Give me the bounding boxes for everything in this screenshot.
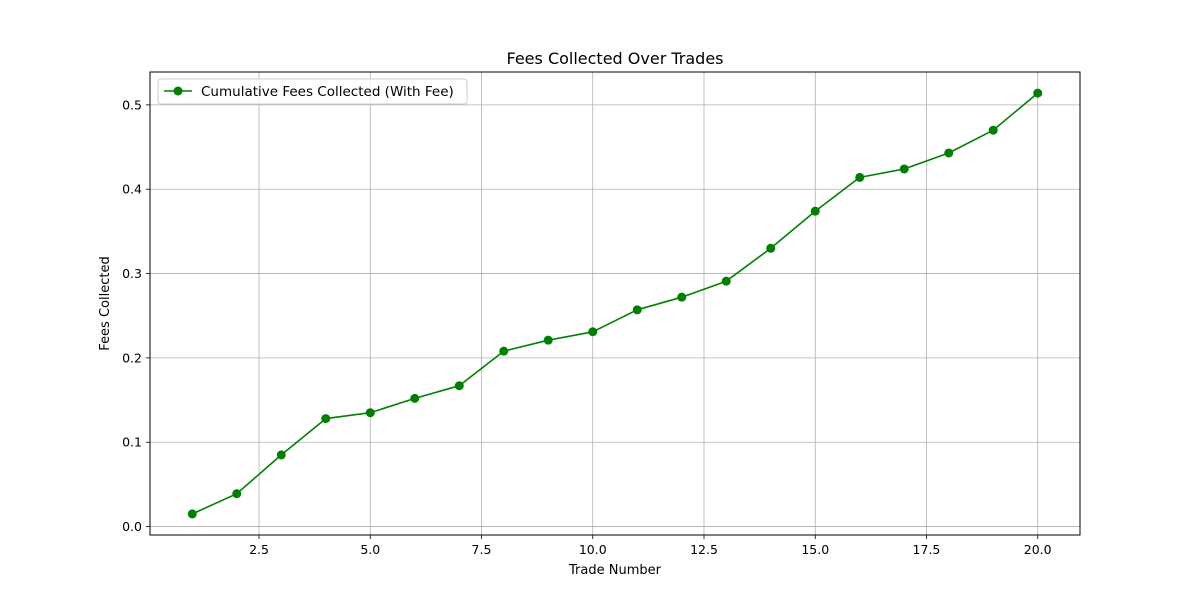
series-layer [187, 88, 1043, 519]
y-tick-label: 0.3 [122, 266, 142, 281]
x-tick-label: 10.0 [579, 542, 607, 557]
data-point [944, 148, 954, 158]
legend: Cumulative Fees Collected (With Fee) [157, 78, 468, 105]
data-point [677, 292, 687, 302]
x-axis: 2.5 5.0 7.5 10.0 12.5 15.0 17.5 20.0 [249, 535, 1052, 557]
data-point [899, 164, 909, 174]
y-axis-label: Fees Collected [98, 256, 113, 350]
data-point [766, 243, 776, 253]
data-point [855, 172, 865, 182]
x-tick-label: 20.0 [1024, 542, 1052, 557]
data-point [1033, 88, 1043, 98]
y-tick-label: 0.5 [122, 97, 142, 112]
data-point [588, 327, 598, 337]
data-point [187, 509, 197, 519]
x-tick-label: 15.0 [801, 542, 829, 557]
data-point [276, 450, 286, 460]
x-tick-label: 17.5 [913, 542, 941, 557]
x-axis-label: Trade Number [568, 563, 662, 578]
series-line [191, 92, 1039, 515]
data-point [321, 414, 331, 424]
x-tick-label: 2.5 [249, 542, 269, 557]
y-tick-label: 0.1 [122, 435, 142, 450]
data-point [499, 346, 509, 356]
data-point [988, 125, 998, 135]
x-tick-label: 12.5 [690, 542, 718, 557]
data-point [410, 393, 420, 403]
x-tick-label: 5.0 [360, 542, 380, 557]
data-point [810, 206, 820, 216]
legend-marker [173, 86, 183, 96]
legend-frame [157, 78, 468, 105]
data-point [543, 335, 553, 345]
grid-lines [150, 72, 1080, 535]
y-tick-label: 0.2 [122, 350, 142, 365]
y-tick-label: 0.0 [122, 519, 142, 534]
y-axis: 0.0 0.1 0.2 0.3 0.4 0.5 [122, 97, 150, 534]
y-tick-label: 0.4 [122, 182, 142, 197]
data-point [232, 489, 242, 499]
data-point [365, 408, 375, 418]
chart-title: Fees Collected Over Trades [507, 49, 724, 68]
data-point [454, 381, 464, 391]
data-point [632, 305, 642, 315]
legend-entry-label: Cumulative Fees Collected (With Fee) [201, 84, 454, 100]
data-point [721, 276, 731, 286]
plot-frame [149, 71, 1081, 536]
x-tick-label: 7.5 [472, 542, 492, 557]
